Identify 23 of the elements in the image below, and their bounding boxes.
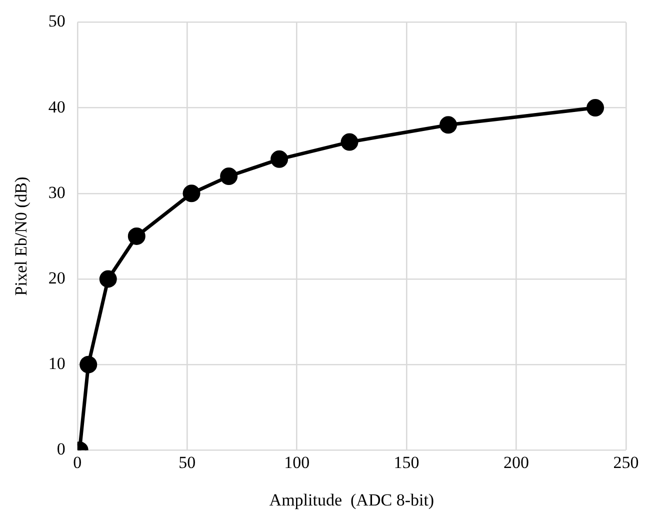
y-tick-label: 0 — [56, 440, 66, 459]
x-tick-label: 150 — [394, 452, 420, 472]
y-tick-label: 10 — [48, 354, 66, 374]
x-tick-label: 0 — [73, 452, 82, 472]
y-tick-label: 50 — [48, 12, 66, 31]
y-axis-title: Pixel Eb/N0 (dB) — [12, 176, 31, 296]
x-tick-label: 200 — [504, 452, 530, 472]
point — [99, 270, 117, 288]
x-axis-title: Amplitude (ADC 8-bit) — [269, 490, 434, 510]
point — [440, 116, 458, 134]
y-tick-label: 20 — [48, 268, 66, 288]
point — [128, 227, 146, 245]
y-tick-label: 30 — [48, 182, 66, 202]
x-tick-label: 100 — [284, 452, 310, 472]
point — [182, 184, 200, 202]
point — [340, 133, 358, 151]
point — [80, 356, 98, 374]
x-tick-label: 250 — [613, 452, 639, 472]
point — [270, 150, 288, 168]
y-tick-label: 40 — [48, 97, 66, 116]
point — [220, 168, 238, 186]
point — [586, 99, 604, 117]
x-tick-label: 50 — [178, 452, 196, 472]
